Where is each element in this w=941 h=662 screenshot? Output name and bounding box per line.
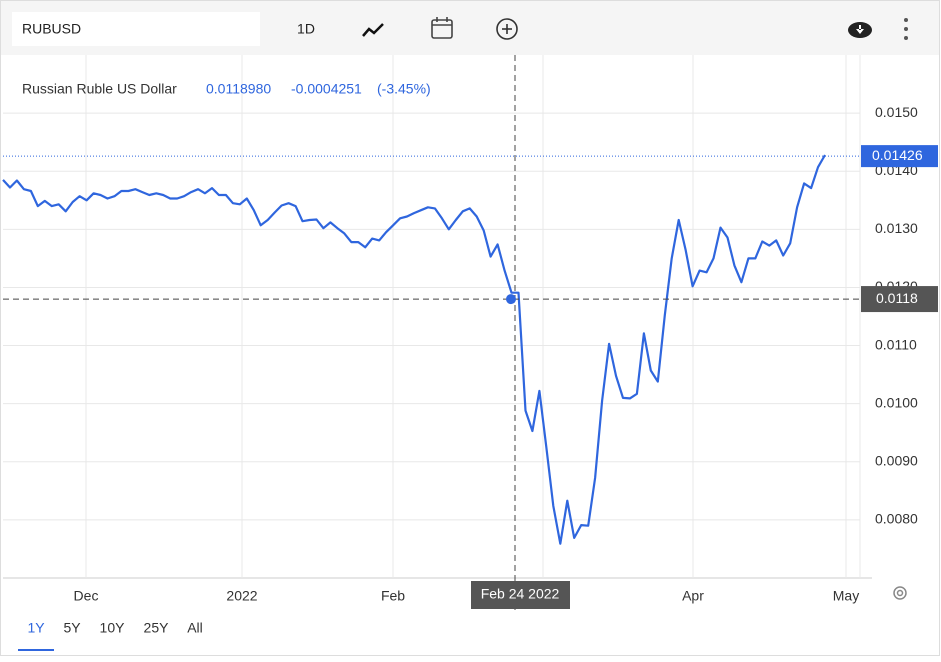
last-price-box <box>861 145 938 168</box>
crosshair-x-label: Feb 24 2022 <box>481 586 560 602</box>
range-selector: 1Y 5Y 10Y 25Y All <box>18 620 203 651</box>
range-button[interactable]: 25Y <box>144 620 170 636</box>
crosshair-y-box <box>861 286 938 313</box>
x-tick-label: Apr <box>682 588 704 604</box>
crosshair-dot <box>506 294 516 305</box>
chart-title: Russian Ruble US Dollar <box>22 81 177 97</box>
range-button[interactable]: 10Y <box>100 620 126 636</box>
y-tick-label: 0.0130 <box>875 220 918 236</box>
x-tick-label: Dec <box>74 588 99 604</box>
y-tick-label: 0.0100 <box>875 394 918 410</box>
download-icon[interactable] <box>848 22 872 38</box>
x-tick-label: Feb <box>381 588 405 604</box>
symbol-box[interactable] <box>12 12 260 46</box>
symbol: RUBUSD <box>22 21 81 37</box>
range-button[interactable]: All <box>187 620 203 636</box>
add-icon[interactable] <box>496 18 518 40</box>
y-tick-label: 0.0090 <box>875 452 918 468</box>
crosshair-y-label: 0.0118 <box>876 290 918 306</box>
y-tick-label: 0.0080 <box>875 511 918 527</box>
plot: 0.00800.00900.01000.01100.01200.01300.01… <box>2 55 918 578</box>
last-price-label: 0.01426 <box>872 147 923 163</box>
calendar-icon[interactable] <box>431 17 453 39</box>
price: 0.0118980 <box>206 81 271 97</box>
x-tick-label: 2022 <box>226 588 257 604</box>
menu-icon[interactable] <box>904 18 908 40</box>
range-button[interactable]: 5Y <box>63 620 81 636</box>
change-pct: (-3.45%) <box>377 81 431 97</box>
overlay: 0.01426 0.0118 Feb 24 2022 <box>3 55 938 610</box>
chart-type-icon[interactable] <box>362 23 384 37</box>
x-tick-label: May <box>833 588 859 604</box>
crosshair-x-box <box>471 581 570 609</box>
change: -0.0004251 <box>291 81 362 97</box>
y-tick-label: 0.0150 <box>875 104 918 120</box>
interval[interactable]: 1D <box>297 21 315 37</box>
y-tick-label: 0.0110 <box>875 336 917 352</box>
price-line <box>2 154 826 545</box>
range-button[interactable]: 1Y <box>27 620 45 636</box>
settings-icon[interactable] <box>893 586 907 600</box>
